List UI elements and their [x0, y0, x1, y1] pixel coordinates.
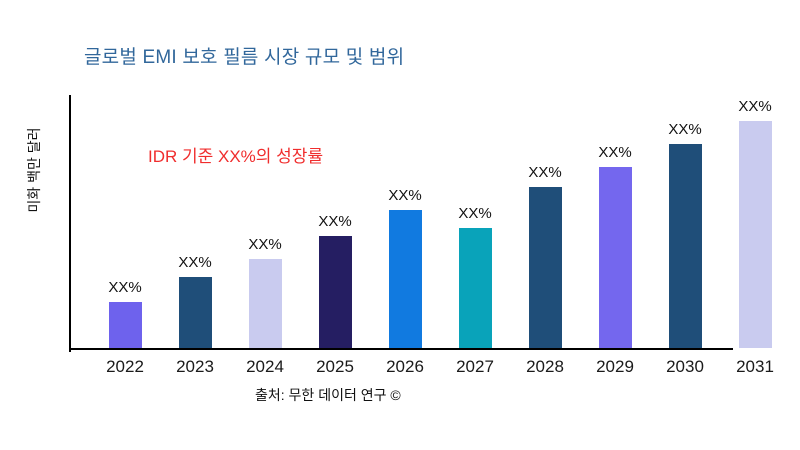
x-tick-label-2030: 2030 — [666, 357, 704, 376]
bar-value-label-2027: XX% — [458, 205, 492, 222]
y-axis-label: 미화 백만 달러 — [26, 127, 42, 213]
x-tick-label-2031: 2031 — [736, 357, 774, 376]
bar-value-label-2023: XX% — [178, 254, 212, 271]
bar-2030 — [668, 144, 702, 348]
bar-value-label-2030: XX% — [668, 121, 702, 138]
x-tick-label-2026: 2026 — [386, 357, 424, 376]
x-tick-label-2029: 2029 — [596, 357, 634, 376]
x-axis-line — [70, 348, 733, 350]
bar-2028 — [528, 187, 562, 348]
y-axis-line — [69, 95, 71, 352]
x-tick-label-2027: 2027 — [456, 357, 494, 376]
bar-value-label-2025: XX% — [318, 213, 352, 230]
x-tick-label-2024: 2024 — [246, 357, 284, 376]
bar-value-label-2022: XX% — [108, 279, 142, 296]
bar-2027 — [458, 228, 492, 348]
x-tick-label-2023: 2023 — [176, 357, 214, 376]
growth-annotation: IDR 기준 XX%의 성장률 — [148, 147, 324, 166]
bar-2029 — [598, 167, 632, 348]
bar-value-label-2028: XX% — [528, 164, 562, 181]
bar-value-label-2026: XX% — [388, 187, 422, 204]
chart-title: 글로벌 EMI 보호 필름 시장 규모 및 범위 — [84, 47, 405, 68]
bar-2023 — [178, 277, 212, 348]
bar-2031 — [738, 121, 772, 348]
bar-2024 — [248, 259, 282, 348]
bar-value-label-2031: XX% — [738, 98, 772, 115]
x-tick-label-2028: 2028 — [526, 357, 564, 376]
bar-2025 — [318, 236, 352, 348]
plot-area: XX% 2022 XX% 2023 XX% 2024 XX% 2025 XX% 2026 XX% 20… — [69, 95, 785, 376]
x-tick-label-2025: 2025 — [316, 357, 354, 376]
x-tick-label-2022: 2022 — [106, 357, 144, 376]
source-note: 출처: 무한 데이터 연구 © — [255, 387, 401, 403]
bar-2022 — [108, 302, 142, 348]
bar-value-label-2024: XX% — [248, 236, 282, 253]
bar-2026 — [388, 210, 422, 348]
bar-value-label-2029: XX% — [598, 144, 632, 161]
